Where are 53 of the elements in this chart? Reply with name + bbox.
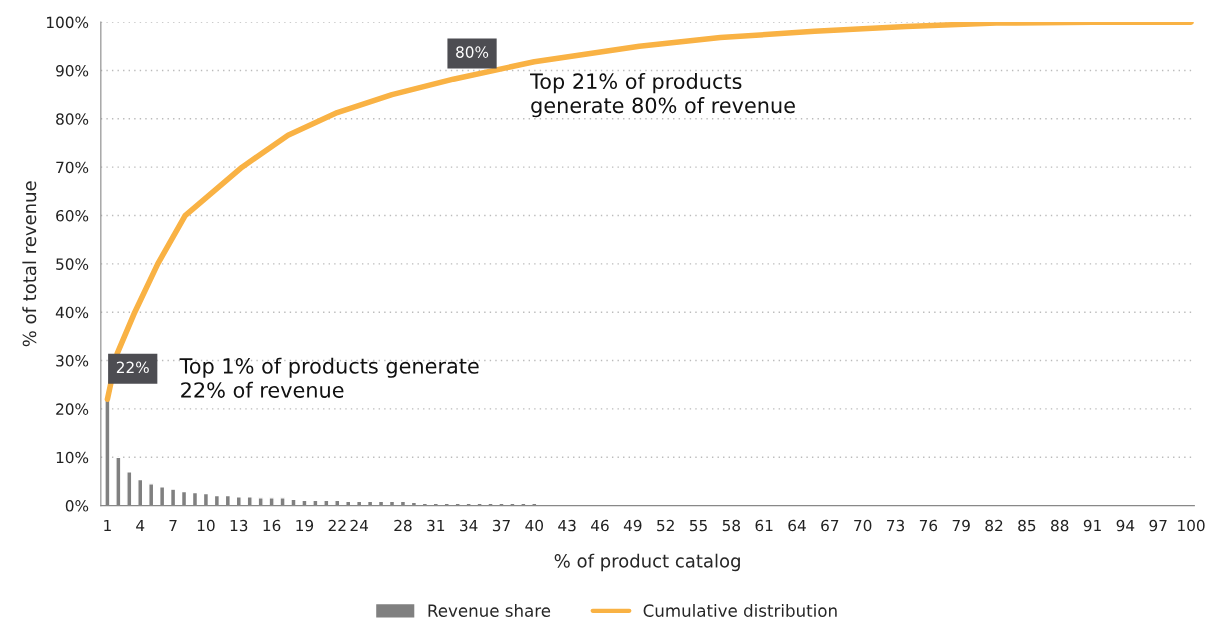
annotation: 80% [456,46,489,58]
annotation: Top 1% of products generate 22% of revenue [179,357,479,398]
x-tick-label: 76 [919,519,938,532]
x-tick-label: 22 [328,519,346,532]
x-tick-label: 58 [722,519,741,532]
x-tick-label: 73 [887,519,905,532]
x-tick-label: 1 [104,519,111,532]
x-tick-label: 10 [197,519,215,532]
y-tick-label: 20% [56,403,89,415]
x-tick-label: 46 [591,519,609,532]
x-tick-label: 55 [689,519,707,532]
annotation: Top 21% of products generate 80% of revenue [530,72,795,118]
x-tick-label: 100 [1178,519,1205,532]
x-tick-label: 28 [394,519,412,532]
annotation: 22% [116,361,149,374]
y-tick-label: 50% [56,258,89,270]
x-tick-label: 19 [296,519,314,532]
y-tick-label: 60% [56,209,89,222]
x-tick-label: 70 [854,519,872,532]
x-tick-label: 16 [263,519,281,532]
x-tick-label: 97 [1149,519,1167,532]
x-tick-label: 61 [755,519,773,532]
x-tick-label: 37 [492,519,510,532]
y-tick-label: 10% [56,451,89,464]
x-tick-label: 82 [985,519,1003,532]
y-tick-label: 80% [56,113,89,125]
x-tick-label: 79 [952,519,970,532]
x-tick-label: 31 [427,519,445,532]
y-tick-label: 100% [47,16,89,29]
x-tick-label: 34 [460,519,478,532]
x-tick-label: 52 [657,519,674,532]
y-axis-title: % of total revenue [22,181,37,347]
y-tick-label: 70% [56,161,89,174]
x-tick-label: 85 [1018,519,1036,532]
x-tick-label: 49 [623,519,642,532]
legend-label: Cumulative distribution [643,604,837,617]
y-tick-label: 40% [55,306,89,319]
y-tick-label: 90% [56,64,89,77]
x-tick-label: 88 [1051,519,1069,532]
x-tick-label: 13 [230,519,248,532]
x-tick-label: 7 [169,519,177,532]
x-tick-label: 24 [350,519,369,532]
x-tick-label: 64 [788,519,806,532]
x-tick-label: 67 [821,519,839,532]
x-tick-label: 40 [525,519,544,532]
legend-label: Revenue share [428,604,551,617]
y-tick-label: 30% [56,355,89,367]
x-tick-label: 43 [558,519,576,532]
x-tick-label: 91 [1083,519,1101,532]
y-tick-label: 0% [65,500,89,512]
x-axis-title: % of product catalog [554,553,740,572]
x-tick-label: 4 [136,519,145,532]
x-tick-label: 94 [1116,519,1135,532]
